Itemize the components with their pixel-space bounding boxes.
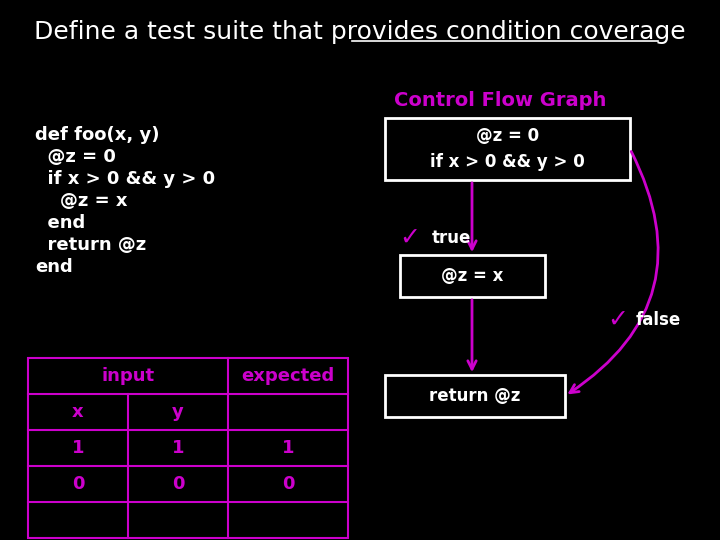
Text: ✓: ✓ bbox=[608, 308, 629, 332]
Text: 1: 1 bbox=[282, 439, 294, 457]
Text: 1: 1 bbox=[72, 439, 84, 457]
Text: @z = x: @z = x bbox=[35, 192, 127, 210]
Text: @z = 0: @z = 0 bbox=[35, 148, 116, 166]
Text: @z = x: @z = x bbox=[441, 267, 504, 285]
Text: return @z: return @z bbox=[35, 236, 146, 254]
Text: end: end bbox=[35, 214, 85, 232]
Text: @z = 0: @z = 0 bbox=[476, 127, 539, 145]
FancyArrowPatch shape bbox=[570, 152, 658, 393]
Text: expected: expected bbox=[241, 367, 335, 385]
Text: y: y bbox=[172, 403, 184, 421]
FancyBboxPatch shape bbox=[385, 118, 630, 180]
Text: true: true bbox=[432, 229, 472, 247]
Text: end: end bbox=[35, 258, 73, 276]
Text: ✓: ✓ bbox=[400, 226, 420, 250]
Text: input: input bbox=[102, 367, 155, 385]
Bar bbox=[28, 358, 348, 538]
Text: x: x bbox=[72, 403, 84, 421]
FancyBboxPatch shape bbox=[400, 255, 545, 297]
Text: def foo(x, y): def foo(x, y) bbox=[35, 126, 160, 144]
Text: return @z: return @z bbox=[429, 387, 521, 405]
Text: Control Flow Graph: Control Flow Graph bbox=[394, 91, 606, 110]
FancyBboxPatch shape bbox=[385, 375, 565, 417]
Text: Define a test suite that provides condition coverage: Define a test suite that provides condit… bbox=[34, 20, 686, 44]
Text: 0: 0 bbox=[282, 475, 294, 493]
Text: 1: 1 bbox=[172, 439, 184, 457]
Text: if x > 0 && y > 0: if x > 0 && y > 0 bbox=[35, 170, 215, 188]
Text: 0: 0 bbox=[72, 475, 84, 493]
Text: false: false bbox=[636, 311, 681, 329]
Text: if x > 0 && y > 0: if x > 0 && y > 0 bbox=[430, 153, 585, 171]
Text: 0: 0 bbox=[172, 475, 184, 493]
